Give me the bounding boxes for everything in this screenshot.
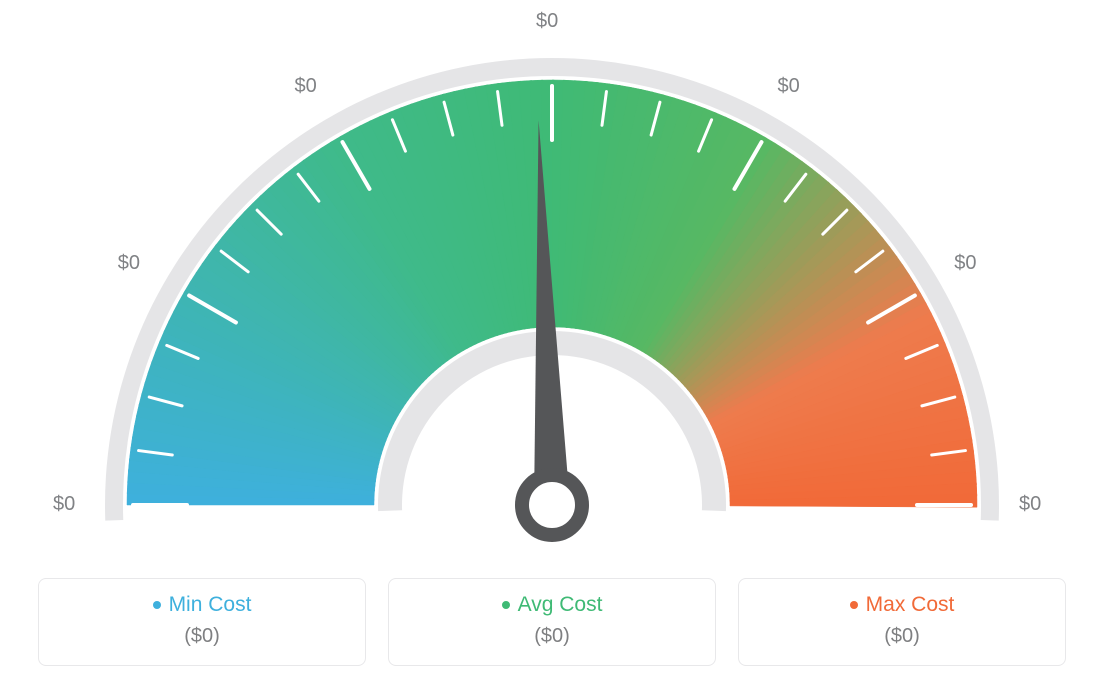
legend-label-min: Min Cost [169,593,252,617]
gauge-scale-label: $0 [536,10,558,33]
legend-card-avg: Avg Cost ($0) [388,578,716,666]
legend-dot-min [153,601,161,609]
legend-card-min: Min Cost ($0) [38,578,366,666]
legend-title-avg: Avg Cost [502,593,603,617]
legend-dot-avg [502,601,510,609]
legend-label-max: Max Cost [866,593,955,617]
gauge-scale-label: $0 [118,252,140,275]
legend-value-min: ($0) [184,625,220,648]
legend-dot-max [850,601,858,609]
legend-value-max: ($0) [884,625,920,648]
legend-card-max: Max Cost ($0) [738,578,1066,666]
gauge-svg [0,0,1104,560]
gauge-scale-label: $0 [53,493,75,516]
legend-title-min: Min Cost [153,593,252,617]
legend-title-max: Max Cost [850,593,955,617]
gauge-scale-label: $0 [954,252,976,275]
gauge-scale-label: $0 [1019,493,1041,516]
legend-label-avg: Avg Cost [518,593,603,617]
legend-value-avg: ($0) [534,625,570,648]
gauge-scale-label: $0 [295,75,317,98]
gauge-chart: $0 $0 $0 $0 $0 $0 $0 [0,0,1104,560]
legend-row: Min Cost ($0) Avg Cost ($0) Max Cost ($0… [38,578,1066,666]
gauge-scale-label: $0 [778,75,800,98]
cost-gauge-container: $0 $0 $0 $0 $0 $0 $0 Min Cost ($0) Avg Cost ($… [0,0,1104,690]
